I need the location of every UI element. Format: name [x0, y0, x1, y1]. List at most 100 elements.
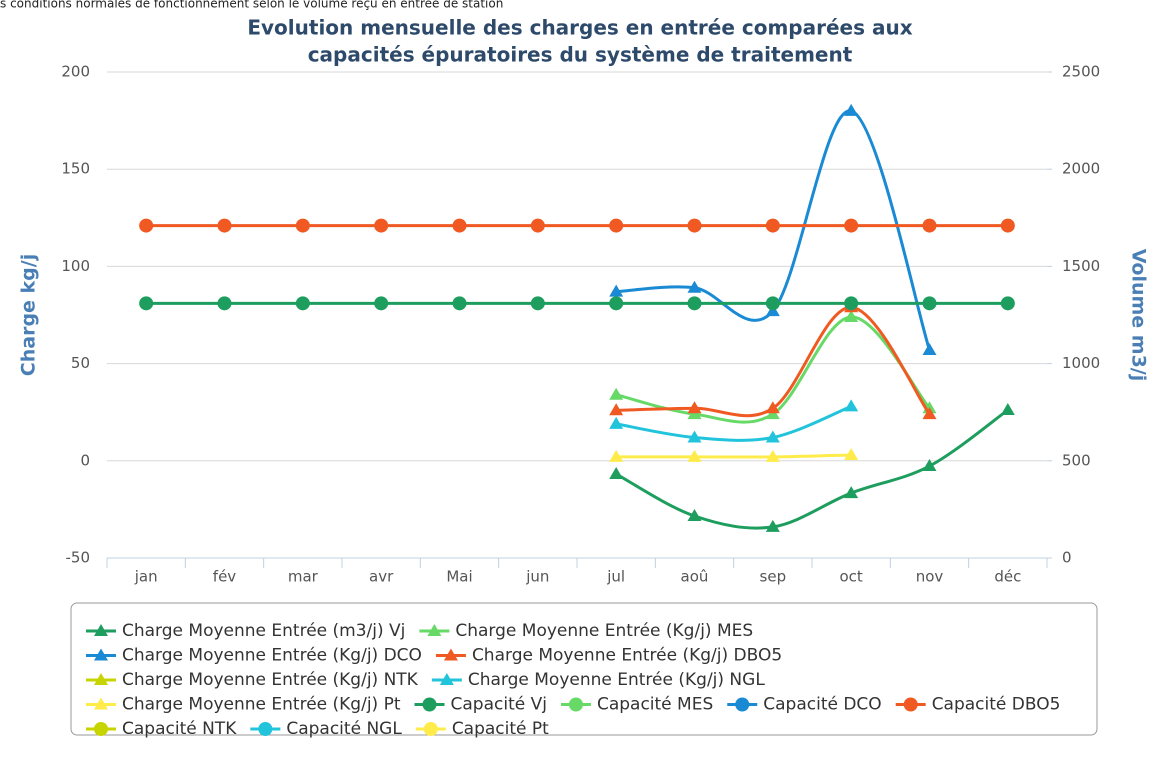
marker — [94, 648, 108, 661]
marker — [687, 509, 702, 522]
marker — [687, 280, 702, 293]
marker — [1000, 296, 1015, 311]
marker — [609, 284, 624, 297]
marker — [609, 467, 624, 480]
x-tick-label: avr — [369, 568, 394, 586]
legend-label: Charge Moyenne Entrée (Kg/j) DCO — [122, 646, 422, 666]
x-tick-label: oct — [840, 568, 863, 586]
marker — [844, 486, 859, 499]
note-text: s conditions normales de fonctionnement … — [0, 0, 503, 11]
marker — [922, 407, 937, 420]
marker — [568, 697, 583, 712]
legend-label: Capacité Pt — [452, 719, 549, 739]
legend-label: Charge Moyenne Entrée (Kg/j) NGL — [468, 670, 765, 690]
marker — [844, 103, 859, 116]
x-tick-label: jan — [134, 568, 158, 586]
marker — [374, 218, 389, 233]
legend-label: Capacité MES — [597, 695, 713, 715]
y2-tick-label: 0 — [1062, 549, 1072, 567]
x-tick-label: mar — [288, 568, 319, 586]
marker — [94, 697, 108, 710]
marker — [765, 449, 780, 462]
marker — [452, 218, 467, 233]
marker — [427, 624, 442, 636]
marker — [844, 309, 859, 322]
marker — [139, 296, 154, 311]
legend-label: Capacité DBO5 — [932, 695, 1061, 715]
marker — [922, 296, 937, 311]
legend-item: Capacité DBO5 — [895, 695, 1061, 715]
y2-tick-label: 1500 — [1062, 257, 1100, 275]
marker — [609, 416, 624, 429]
marker — [452, 296, 467, 311]
x-tick-label: jul — [606, 568, 625, 586]
marker — [94, 673, 108, 685]
series-line — [616, 453, 852, 459]
marker — [844, 399, 859, 412]
y2-tick-label: 2000 — [1062, 160, 1100, 178]
marker — [374, 296, 389, 311]
marker — [217, 218, 232, 233]
marker — [423, 722, 438, 736]
legend-box — [70, 602, 1098, 736]
chart-title: Evolution mensuelle des charges en entré… — [247, 16, 912, 40]
legend-label: Charge Moyenne Entrée (Kg/j) DBO5 — [472, 646, 782, 666]
y2-tick-label: 500 — [1062, 451, 1091, 469]
y-axis-title: Charge kg/j — [18, 254, 40, 376]
marker — [922, 218, 937, 233]
marker — [903, 697, 918, 712]
marker — [765, 430, 780, 443]
marker — [922, 459, 937, 472]
legend-label: Charge Moyenne Entrée (m3/j) Vj — [122, 621, 405, 641]
marker — [609, 296, 624, 311]
legend-label: Capacité NTK — [122, 719, 237, 739]
marker — [439, 673, 454, 685]
marker — [844, 296, 859, 311]
marker — [687, 430, 702, 443]
y2-tick-label: 2500 — [1062, 63, 1100, 81]
y-tick-label: 150 — [61, 160, 90, 178]
marker — [844, 218, 859, 233]
y-tick-label: 50 — [71, 354, 90, 372]
marker — [258, 722, 273, 736]
marker — [922, 342, 937, 355]
y2-tick-label: 1000 — [1062, 354, 1100, 372]
marker — [139, 218, 154, 233]
series-line — [616, 305, 931, 418]
legend-item: Charge Moyenne Entrée (Kg/j) DCO — [86, 646, 422, 666]
legend-item: Capacité MES — [560, 695, 713, 715]
x-tick-label: sep — [760, 568, 787, 586]
y-tick-label: 200 — [61, 63, 90, 81]
legend-label: Capacité DCO — [763, 695, 881, 715]
marker — [295, 218, 310, 233]
marker — [765, 218, 780, 233]
marker — [687, 401, 702, 414]
marker — [844, 447, 859, 460]
legend-item: Capacité NTK — [86, 719, 237, 739]
series-line — [615, 315, 931, 424]
marker — [609, 449, 624, 462]
x-tick-label: Mai — [446, 568, 472, 586]
chart-title: capacités épuratoires du système de trai… — [308, 43, 853, 67]
marker — [735, 697, 750, 712]
marker — [422, 697, 437, 712]
legend-label: Charge Moyenne Entrée (Kg/j) Pt — [122, 695, 401, 715]
legend-item: Charge Moyenne Entrée (Kg/j) NTK — [86, 670, 419, 690]
legend-item: Capacité NGL — [250, 719, 402, 739]
legend-item: Capacité Vj — [414, 695, 547, 715]
x-tick-label: fév — [213, 568, 237, 586]
y-tick-label: 100 — [61, 257, 90, 275]
x-tick-label: nov — [916, 568, 944, 586]
marker — [765, 296, 780, 311]
marker — [1000, 403, 1015, 416]
marker — [443, 648, 458, 661]
marker — [295, 296, 310, 311]
marker — [1000, 218, 1015, 233]
legend-label: Capacité Vj — [451, 695, 547, 715]
legend-label: Charge Moyenne Entrée (Kg/j) NTK — [122, 670, 419, 690]
marker — [609, 387, 624, 400]
series-line — [615, 408, 1009, 530]
legend-item: Charge Moyenne Entrée (Kg/j) Pt — [86, 695, 401, 715]
x-tick-label: jun — [525, 568, 549, 586]
